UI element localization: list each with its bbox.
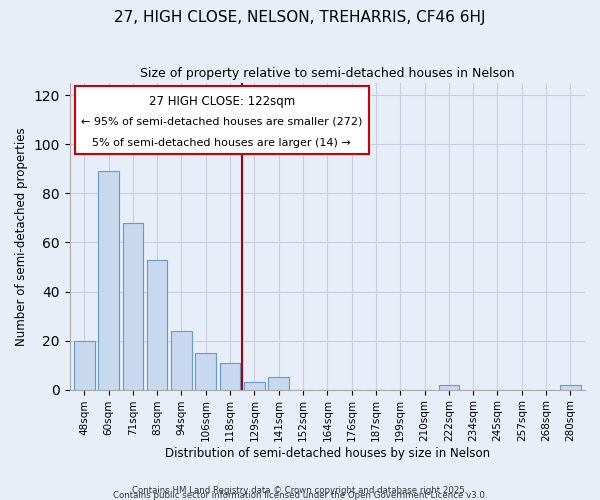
Bar bbox=[74, 340, 95, 390]
Bar bbox=[147, 260, 167, 390]
Bar bbox=[439, 384, 459, 390]
Bar bbox=[196, 353, 216, 390]
Text: ← 95% of semi-detached houses are smaller (272): ← 95% of semi-detached houses are smalle… bbox=[81, 117, 362, 127]
Bar bbox=[122, 223, 143, 390]
Text: 5% of semi-detached houses are larger (14) →: 5% of semi-detached houses are larger (1… bbox=[92, 138, 351, 148]
Bar bbox=[244, 382, 265, 390]
Bar bbox=[268, 378, 289, 390]
Text: Contains public sector information licensed under the Open Government Licence v3: Contains public sector information licen… bbox=[113, 491, 487, 500]
Text: 27, HIGH CLOSE, NELSON, TREHARRIS, CF46 6HJ: 27, HIGH CLOSE, NELSON, TREHARRIS, CF46 … bbox=[114, 10, 486, 25]
Y-axis label: Number of semi-detached properties: Number of semi-detached properties bbox=[15, 127, 28, 346]
Text: 27 HIGH CLOSE: 122sqm: 27 HIGH CLOSE: 122sqm bbox=[149, 96, 295, 108]
X-axis label: Distribution of semi-detached houses by size in Nelson: Distribution of semi-detached houses by … bbox=[165, 447, 490, 460]
Bar bbox=[171, 330, 192, 390]
Title: Size of property relative to semi-detached houses in Nelson: Size of property relative to semi-detach… bbox=[140, 68, 515, 80]
Bar bbox=[98, 172, 119, 390]
Bar bbox=[220, 362, 241, 390]
Bar bbox=[560, 384, 581, 390]
FancyBboxPatch shape bbox=[75, 86, 368, 154]
Text: Contains HM Land Registry data © Crown copyright and database right 2025.: Contains HM Land Registry data © Crown c… bbox=[132, 486, 468, 495]
